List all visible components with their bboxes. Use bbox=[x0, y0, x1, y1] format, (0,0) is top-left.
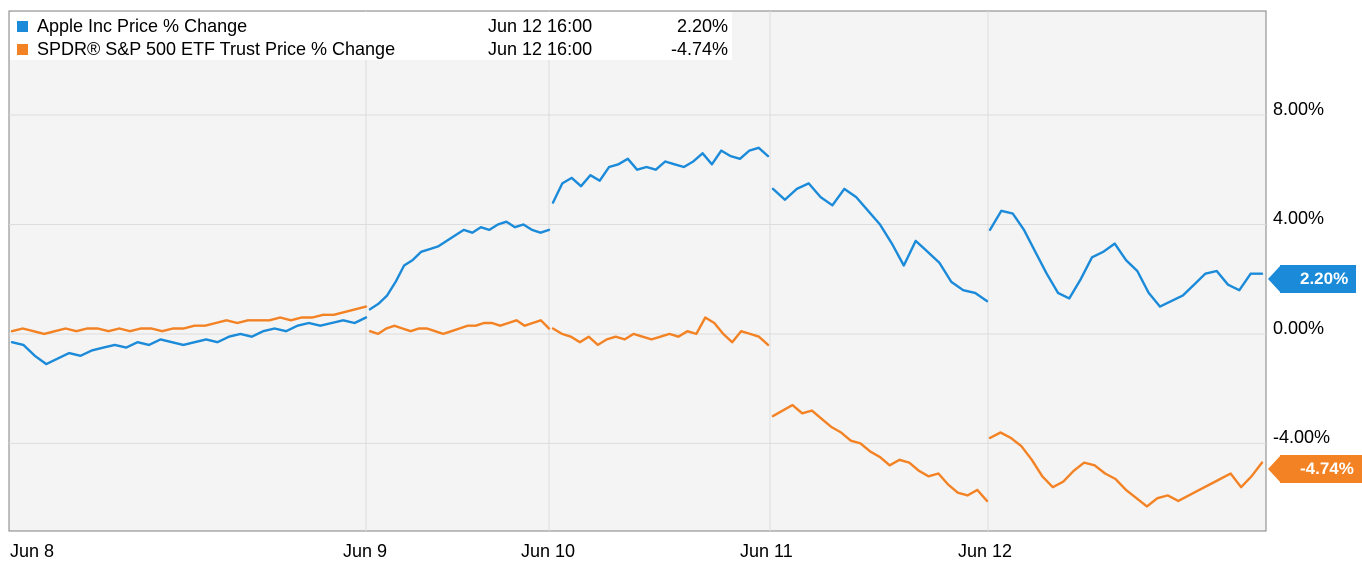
aapl-last-value: 2.20% bbox=[1300, 269, 1349, 288]
spy-last-value-tag: -4.74% bbox=[1268, 455, 1362, 483]
legend-value: -4.74% bbox=[670, 39, 728, 59]
legend: Apple Inc Price % Change Jun 12 16:00 2.… bbox=[10, 12, 732, 60]
tag-arrow-icon bbox=[1268, 265, 1281, 293]
aapl-series-line bbox=[551, 146, 770, 204]
plot-area bbox=[8, 10, 1267, 532]
x-tick-label: Jun 10 bbox=[521, 541, 576, 561]
legend-swatch-aapl bbox=[17, 21, 28, 32]
legend-timestamp: Jun 12 16:00 bbox=[488, 16, 593, 36]
spy-series-line bbox=[988, 431, 1264, 508]
legend-swatch-spy bbox=[17, 44, 28, 55]
spy-last-value: -4.74% bbox=[1300, 459, 1354, 478]
x-tick-label: Jun 8 bbox=[10, 541, 55, 561]
x-tick-label: Jun 11 bbox=[740, 541, 793, 561]
x-tick-label: Jun 9 bbox=[343, 541, 388, 561]
legend-series-name: Apple Inc Price % Change bbox=[37, 16, 248, 36]
spy-series-line bbox=[771, 403, 989, 503]
aapl-series-line bbox=[771, 182, 989, 303]
legend-timestamp: Jun 12 16:00 bbox=[488, 39, 593, 59]
y-tick-label: 4.00% bbox=[1273, 208, 1325, 228]
y-tick-label: 0.00% bbox=[1273, 318, 1325, 338]
aapl-series-line bbox=[988, 209, 1264, 308]
y-tick-label: 8.00% bbox=[1273, 99, 1325, 119]
y-tick-label: -4.00% bbox=[1273, 427, 1331, 447]
series-lines bbox=[10, 146, 1264, 508]
spy-series-line bbox=[368, 319, 551, 336]
aapl-last-value-tag: 2.20% bbox=[1268, 265, 1357, 293]
legend-item-aapl: Apple Inc Price % Change Jun 12 16:00 2.… bbox=[10, 15, 732, 37]
legend-series-name: SPDR® S&P 500 ETF Trust Price % Change bbox=[37, 39, 396, 59]
spy-series-line bbox=[10, 305, 368, 336]
tag-arrow-icon bbox=[1268, 455, 1281, 483]
legend-value: 2.20% bbox=[676, 16, 728, 36]
aapl-series-line bbox=[10, 316, 368, 366]
x-tick-label: Jun 12 bbox=[958, 541, 1013, 561]
aapl-series-line bbox=[368, 220, 551, 311]
spy-series-line bbox=[551, 316, 770, 347]
legend-item-spy: SPDR® S&P 500 ETF Trust Price % Change J… bbox=[10, 38, 732, 60]
